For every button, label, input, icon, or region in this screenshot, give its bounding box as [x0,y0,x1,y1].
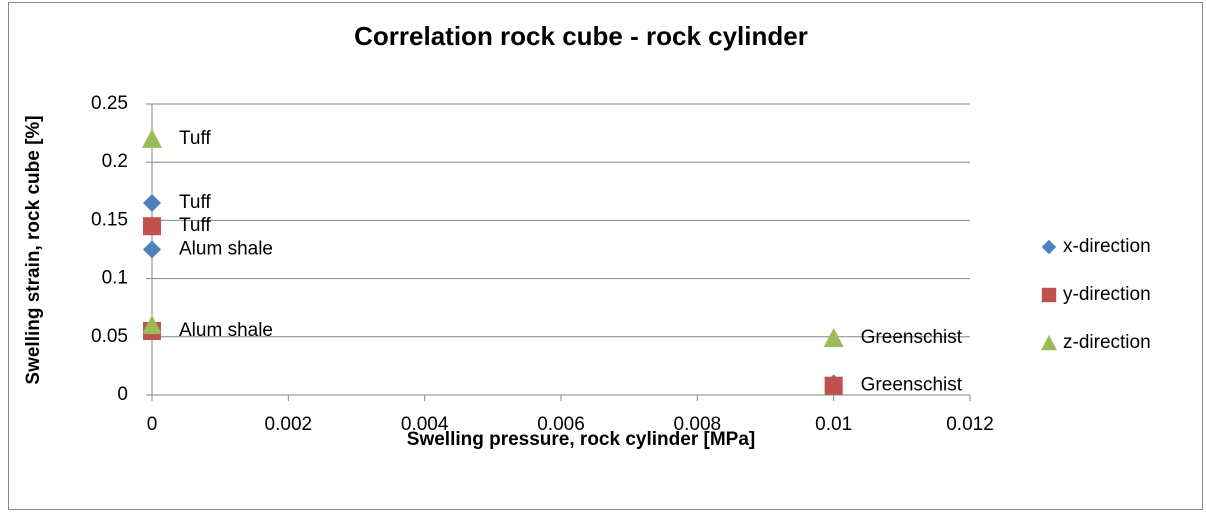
data-point [143,240,161,259]
y-tick-label: 0.15 [91,209,128,230]
legend-label: x-direction [1063,236,1151,257]
data-label: Tuff [179,128,211,149]
y-tick-label: 0.2 [102,151,128,172]
legend-label: z-direction [1063,332,1151,353]
data-point [824,376,843,395]
legend-marker [1041,335,1057,351]
data-point [823,327,844,347]
x-tick-label: 0.012 [946,414,994,435]
x-tick-label: 0.01 [815,414,852,435]
y-tick-label: 0.25 [91,93,128,114]
y-axis-label: Swelling strain, rock cube [%] [23,115,44,384]
y-tick-label: 0.1 [102,268,128,289]
x-tick-label: 0.002 [265,414,313,435]
x-tick-label: 0.008 [674,414,722,435]
data-point [142,128,162,148]
x-tick-label: 0.004 [401,414,449,435]
data-label: Tuff [179,215,211,236]
data-label: Alum shale [179,320,273,341]
legend-label: y-direction [1063,284,1151,305]
data-label: Tuff [179,192,211,213]
x-tick-label: 0.006 [537,414,585,435]
data-label: Alum shale [179,239,273,260]
chart-border [8,2,1203,510]
legend-marker [1041,287,1057,303]
data-label: Greenschist [861,375,963,396]
data-point [142,315,162,335]
y-tick-label: 0.05 [91,326,128,347]
x-axis-label: Swelling pressure, rock cylinder [MPa] [407,429,755,450]
y-tick-label: 0 [117,384,128,405]
data-point [143,193,161,212]
data-label: Greenschist [861,327,963,348]
chart-title: Correlation rock cube - rock cylinder [354,21,808,51]
x-tick-label: 0 [147,414,158,435]
data-point [143,217,161,236]
